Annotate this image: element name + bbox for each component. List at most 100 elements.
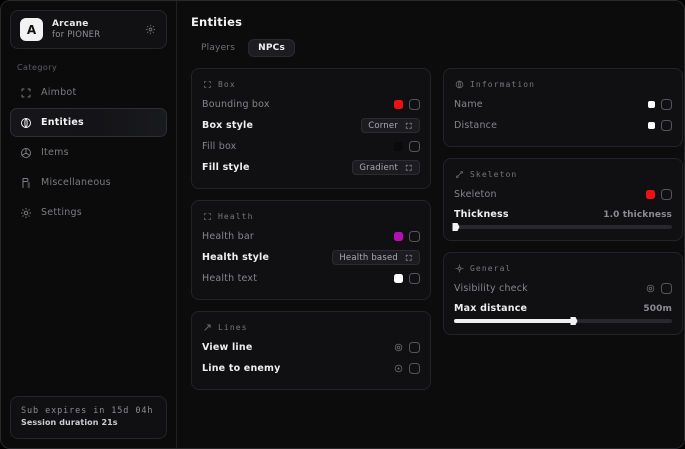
checkbox-health-bar[interactable]: [409, 231, 420, 242]
slider-max-distance[interactable]: [454, 317, 672, 325]
color-swatch-fill-box[interactable]: [394, 142, 403, 151]
slider-thumb[interactable]: [452, 223, 460, 231]
row-line-to-enemy: Line to enemy: [202, 358, 420, 379]
row-label: Visibility check: [454, 283, 528, 294]
box-package-icon: [19, 146, 32, 159]
checkbox-line-to-enemy[interactable]: [409, 363, 420, 374]
sidebar-item-miscellaneous[interactable]: Miscellaneous: [10, 168, 167, 197]
color-swatch-health-bar[interactable]: [394, 232, 403, 241]
checkbox-visibility-check[interactable]: [661, 283, 672, 294]
dropdown-fill-style[interactable]: Gradient: [352, 160, 420, 175]
dropdown-value: Gradient: [359, 162, 398, 173]
color-swatch-name[interactable]: [648, 101, 655, 108]
subscription-status-card: Sub expires in 15d 04h Session duration …: [10, 396, 167, 439]
sub-expiry-text: Sub expires in 15d 04h: [21, 406, 154, 416]
card-title: General: [470, 263, 512, 273]
brand-name: Arcane: [52, 19, 89, 29]
slider-thickness[interactable]: [452, 223, 672, 231]
row-label: Skeleton: [454, 189, 497, 200]
dropdown-value: Corner: [368, 120, 398, 131]
bounding-box-icon: [202, 211, 212, 221]
row-skeleton: Skeleton: [454, 184, 672, 205]
row-label: Bounding box: [202, 99, 270, 110]
sidebar-category-label: Category: [17, 63, 58, 72]
dropdown-value: Health based: [339, 252, 398, 263]
tab-bar: Players NPCs: [191, 39, 671, 57]
card-header: Health: [202, 209, 420, 223]
card-general: General Visibility check Ma: [443, 252, 683, 335]
tab-players[interactable]: Players: [201, 43, 236, 53]
color-swatch-skeleton[interactable]: [646, 190, 655, 199]
tab-npcs[interactable]: NPCs: [248, 39, 295, 57]
row-label: Health text: [202, 273, 258, 284]
row-label: Name: [454, 99, 483, 110]
gear-icon[interactable]: [393, 364, 403, 374]
app-logo: A: [20, 18, 43, 41]
checkbox-distance[interactable]: [661, 120, 672, 131]
row-bounding-box: Bounding box: [202, 94, 420, 115]
sidebar-item-label: Settings: [41, 207, 82, 218]
sidebar-item-entities[interactable]: Entities: [10, 108, 167, 137]
corner-expand-icon: [405, 254, 413, 262]
gear-icon: [19, 206, 32, 219]
row-fill-box: Fill box: [202, 136, 420, 157]
sidebar-item-label: Aimbot: [41, 87, 77, 98]
row-label: View line: [202, 342, 253, 353]
trending-arrow-icon: [202, 322, 212, 332]
color-swatch-distance[interactable]: [648, 122, 655, 129]
brand-card[interactable]: A Arcane for PIONER: [10, 10, 167, 49]
entities-icon: [19, 116, 32, 129]
slider-label: Thickness: [454, 209, 509, 220]
slider-label: Max distance: [454, 303, 528, 314]
sidebar-nav: Aimbot Entities Items: [10, 78, 167, 227]
dropdown-box-style[interactable]: Corner: [361, 118, 420, 133]
card-header: Skeleton: [454, 167, 672, 181]
sidebar-item-aimbot[interactable]: Aimbot: [10, 78, 167, 107]
checkbox-health-text[interactable]: [409, 273, 420, 284]
dropdown-health-style[interactable]: Health based: [332, 250, 420, 265]
row-health-bar: Health bar: [202, 226, 420, 247]
sidebar-item-label: Miscellaneous: [41, 177, 111, 188]
brand-text: Arcane for PIONER: [52, 19, 135, 40]
checkbox-skeleton[interactable]: [661, 189, 672, 200]
sidebar-item-items[interactable]: Items: [10, 138, 167, 167]
left-column: Box Bounding box Box style Corner: [191, 68, 431, 390]
color-swatch-bounding-box[interactable]: [394, 100, 403, 109]
checkbox-fill-box[interactable]: [409, 141, 420, 152]
row-name: Name: [454, 94, 672, 115]
target-icon[interactable]: [645, 284, 655, 294]
main-content: Entities Players NPCs Box: [177, 1, 684, 448]
row-visibility-check: Visibility check: [454, 278, 672, 299]
entities-icon: [454, 79, 464, 89]
row-label: Fill style: [202, 162, 250, 173]
corner-expand-icon: [405, 122, 413, 130]
slider-value: 1.0 thickness: [603, 209, 672, 220]
card-header: General: [454, 261, 672, 275]
checkbox-bounding-box[interactable]: [409, 99, 420, 110]
brand-subtitle: for PIONER: [52, 30, 101, 40]
row-label: Health bar: [202, 231, 254, 242]
slider-thumb[interactable]: [570, 317, 578, 325]
gear-icon[interactable]: [144, 23, 157, 36]
sidebar: A Arcane for PIONER Category Ai: [1, 1, 177, 448]
bone-icon: [454, 169, 464, 179]
sidebar-item-settings[interactable]: Settings: [10, 198, 167, 227]
gradient-icon: [405, 164, 413, 172]
row-label: Health style: [202, 252, 270, 263]
card-title: Lines: [218, 322, 248, 332]
target-icon[interactable]: [393, 343, 403, 353]
row-fill-style: Fill style Gradient: [202, 157, 420, 178]
row-view-line: View line: [202, 337, 420, 358]
checkbox-name[interactable]: [661, 99, 672, 110]
row-health-style: Health style Health based: [202, 247, 420, 268]
checkbox-view-line[interactable]: [409, 342, 420, 353]
sidebar-item-label: Entities: [41, 117, 84, 128]
card-information: Information Name Distance: [443, 68, 683, 147]
card-title: Health: [218, 211, 254, 221]
card-header: Lines: [202, 320, 420, 334]
card-header: Information: [454, 77, 672, 91]
row-label: Line to enemy: [202, 363, 281, 374]
color-swatch-health-text[interactable]: [394, 274, 403, 283]
row-label: Fill box: [202, 141, 237, 152]
